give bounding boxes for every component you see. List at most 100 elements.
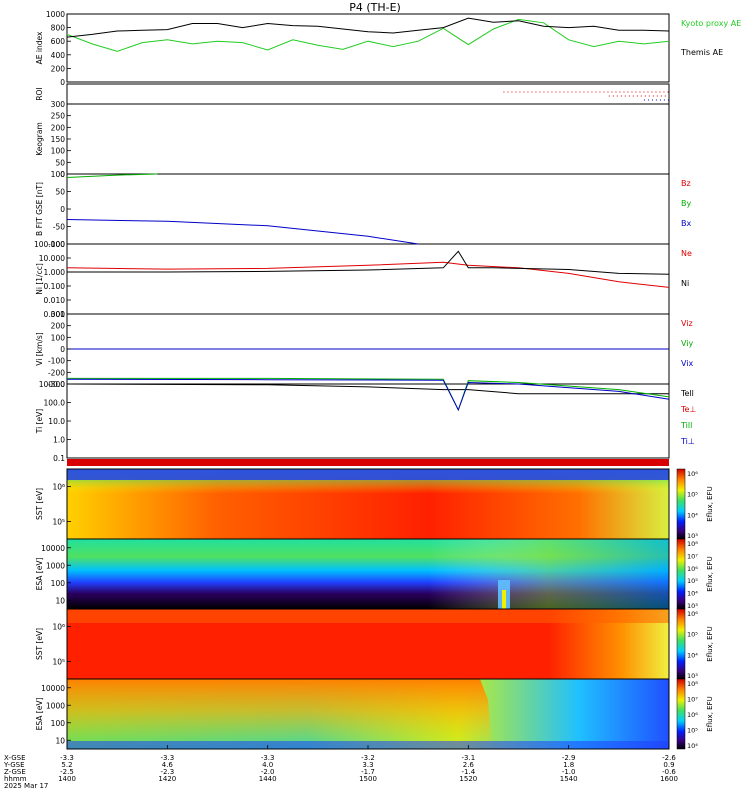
y-tick-label: 200 (51, 322, 66, 331)
time-axis-value: 5.2 (61, 761, 72, 769)
colorbar-tick: 10⁷ (687, 552, 698, 560)
y-tick-label: 1000 (46, 10, 65, 19)
time-axis-value: -3.1 (461, 754, 475, 762)
series-line (66, 173, 158, 178)
colorbar-sst-electron (676, 468, 686, 540)
colorbar-label: Eflux, EFU (706, 556, 714, 591)
legend-viz: Viz (681, 319, 693, 328)
time-axis-value: -3.2 (361, 754, 375, 762)
y-axis-label: ROI (35, 87, 44, 100)
colorbar-tick: 10⁵ (687, 577, 698, 585)
time-axis-value: -1.0 (562, 768, 576, 776)
sst-ion-top-band (67, 609, 669, 623)
legend-te-: Te⊥ (680, 405, 696, 414)
y-tick-label: 10000 (41, 684, 65, 693)
time-axis-value: -2.6 (662, 754, 676, 762)
y-tick-label: 10.0 (48, 417, 65, 426)
time-axis-value: 1440 (259, 775, 277, 783)
time-axis-value: -2.0 (261, 768, 275, 776)
series-line (66, 219, 419, 245)
y-tick-label: 50 (55, 158, 65, 167)
legend-themis-ae: Themis AE (680, 48, 723, 57)
panel-bfield-frame (66, 173, 670, 245)
time-axis-row-label: Y-GSE (3, 761, 25, 769)
y-tick-label: 1.000 (44, 268, 66, 277)
y-tick-label: 100.0 (44, 399, 66, 408)
colorbar-tick: 10⁵ (687, 631, 698, 639)
colorbar-esa-ion (676, 678, 686, 750)
spectrogram-panels (66, 459, 686, 750)
legend-ti-: Ti⊥ (680, 437, 695, 446)
y-tick-label: 100 (51, 170, 66, 179)
series-line (66, 17, 670, 38)
time-axis-value: 1540 (560, 775, 578, 783)
y-tick-label: 1000 (46, 561, 65, 570)
y-axis-label: ESA [eV] (35, 698, 44, 731)
y-tick-label: 0.100 (44, 282, 66, 291)
y-axis-label: Ti [eV] (35, 409, 44, 434)
y-tick-label: 250 (51, 112, 66, 121)
y-axis-label: AE index (35, 31, 44, 64)
time-axis-value: 0.9 (663, 761, 674, 769)
legend-labels: Kyoto proxy AE Themis AE Bz By Bx Ne Ni Viz Viy V… (680, 19, 741, 446)
colorbar-tick: 10⁶ (687, 470, 698, 478)
colorbar-tick: 10⁸ (687, 680, 698, 688)
legend-till: Till (680, 421, 692, 430)
y-tick-labels: 02004006008001000050100150200250300-100-… (34, 10, 71, 745)
colorbar-tick: 10⁴ (687, 511, 698, 519)
colorbar-sst-ion (676, 608, 686, 680)
time-axis-value: -1.7 (361, 768, 375, 776)
time-axis-value: -0.6 (662, 768, 676, 776)
panel-keogram-frame (66, 103, 670, 175)
y-tick-label: 0.1 (53, 454, 65, 463)
y-tick-label: 10000 (41, 544, 65, 553)
colorbar-label: Eflux, EFU (706, 486, 714, 521)
y-tick-label: 100 (51, 719, 66, 728)
colorbar-tick: 10⁶ (687, 711, 698, 719)
y-tick-label: 200 (51, 123, 66, 132)
y-tick-label: 150 (51, 135, 66, 144)
time-axis-value: 2.6 (463, 761, 475, 769)
time-axis-value: -1.4 (461, 768, 475, 776)
time-axis-value: 1600 (660, 775, 678, 783)
date-label: 2025 Mar 17 (4, 782, 48, 790)
sst-electron-overlay (67, 469, 669, 539)
time-axis-value: 1500 (359, 775, 377, 783)
y-tick-label: 300 (51, 100, 66, 109)
colorbar-tick: 10⁶ (687, 610, 698, 618)
y-tick-label: -100 (48, 240, 65, 249)
series-line (66, 383, 669, 395)
colorbar-tick: 10⁵ (687, 727, 698, 735)
y-axis-labels: AE index ROI Keogram B FIT GSE [nT] Ni [1/cc… (35, 31, 44, 730)
colorbar-label: Eflux, EFU (706, 696, 714, 731)
y-axis-label: SST [eV] (35, 488, 44, 520)
time-axis-value: 1400 (58, 775, 76, 783)
series-line (66, 261, 670, 288)
y-tick-label: 1000.0 (39, 380, 65, 389)
time-axis-value: -2.5 (60, 768, 74, 776)
y-tick-label: 600 (51, 37, 66, 46)
y-tick-label: 0.001 (44, 310, 66, 319)
colorbar-tick: 10³ (687, 532, 698, 540)
line-series (66, 17, 670, 412)
y-tick-label: -300 (48, 380, 65, 389)
y-tick-label: 10⁶ (52, 483, 65, 492)
time-axis-value: 1420 (158, 775, 176, 783)
legend-ne: Ne (681, 249, 692, 258)
time-axis-value: -3.3 (160, 754, 174, 762)
series-line (66, 18, 670, 52)
y-tick-label: 300 (51, 310, 66, 319)
y-axis-label: Keogram (35, 122, 44, 156)
y-tick-label: 10.000 (39, 254, 65, 263)
y-tick-label: 10⁶ (52, 623, 65, 632)
y-tick-label: 100 (51, 579, 66, 588)
y-tick-label: 10 (55, 596, 65, 605)
y-tick-label: -200 (48, 368, 65, 377)
mode-bar (67, 459, 669, 466)
colorbar-tick: 10⁷ (687, 696, 698, 704)
y-tick-label: 100 (51, 147, 66, 156)
panel-roi-frame (66, 83, 670, 105)
time-axis-row-label: hhmm (4, 775, 27, 783)
time-axis: X-GSEY-GSEZ-GSEhhmm-3.35.2-2.51400-3.34.… (3, 745, 678, 790)
